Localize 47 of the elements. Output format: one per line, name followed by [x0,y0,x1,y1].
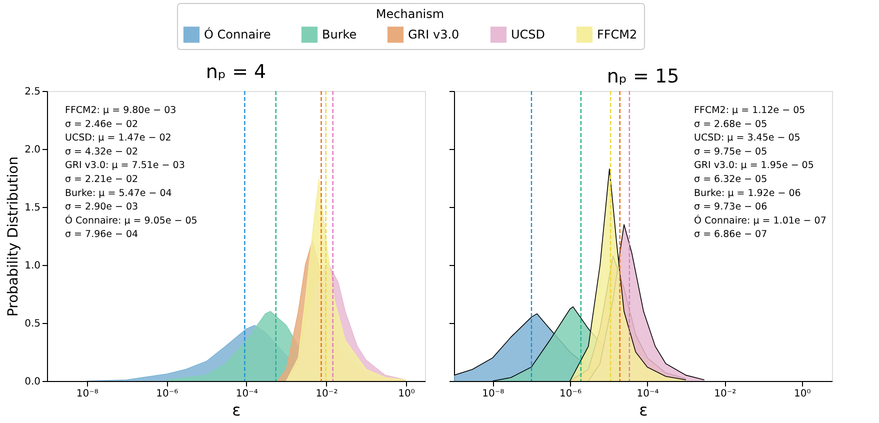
annotation: Ó Connaire: μ = 9.05e − 05 [65,214,198,226]
annotation: σ = 4.32e − 02 [65,146,138,158]
annotation: σ = 6.86e − 07 [694,229,768,240]
legend-label: UCSD [511,28,546,42]
legend-label: Burke [322,28,357,42]
annotation: FFCM2: μ = 1.12e − 05 [694,105,806,116]
annotation: UCSD: μ = 3.45e − 05 [694,132,800,144]
annotation: UCSD: μ = 1.47e − 02 [65,132,172,144]
annotation: FFCM2: μ = 9.80e − 03 [65,105,176,116]
y-axis-title: Probability Distribution [6,156,22,317]
annotation: σ = 9.75e − 05 [694,146,768,158]
x-tick-label: 10⁻⁸ [76,388,98,400]
annotation: σ = 2.90e − 03 [65,202,138,213]
x-tick-label: 10⁰ [794,388,811,400]
x-tick-label: 10⁻⁴ [236,388,258,400]
legend-label: GRI v3.0 [408,28,460,42]
annotation: GRI v3.0: μ = 1.95e − 05 [694,160,814,172]
legend-label: FFCM2 [597,28,638,42]
x-tick-label: 10⁻⁶ [156,388,178,400]
x-tick-label: 10⁰ [398,388,415,400]
legend-title: Mechanism [376,7,444,21]
y-tick-label: 1.0 [24,260,40,272]
annotation: σ = 7.96e − 04 [65,229,138,240]
annotation: σ = 2.21e − 02 [65,174,138,185]
y-tick-label: 0.5 [24,318,40,330]
x-axis-title: ε [639,400,648,420]
x-tick-label: 10⁻⁸ [482,388,504,400]
x-tick-label: 10⁻² [714,388,736,400]
annotation: GRI v3.0: μ = 7.51e − 03 [65,160,185,172]
annotation: Burke: μ = 5.47e − 04 [65,188,172,199]
annotation: σ = 9.73e − 06 [694,202,768,213]
annotation: Burke: μ = 1.92e − 06 [694,188,801,199]
annotation: σ = 6.32e − 05 [694,174,768,185]
y-tick-label: 1.5 [24,202,40,214]
x-axis-title: ε [232,400,241,420]
y-tick-label: 0.0 [24,376,40,388]
annotation: σ = 2.46e − 02 [65,118,138,130]
chart-title: nₚ = 4 [206,61,266,83]
x-tick-label: 10⁻² [316,388,338,400]
y-tick-label: 2.5 [24,86,40,98]
annotation: σ = 2.68e − 05 [694,118,768,130]
x-tick-label: 10⁻⁴ [636,388,659,400]
legend-label: Ó Connaire [204,26,271,42]
annotation: Ó Connaire: μ = 1.01e − 07 [694,214,826,226]
x-tick-label: 10⁻⁶ [559,388,582,400]
chart-title: nₚ = 15 [606,65,680,88]
y-tick-label: 2.0 [24,144,40,156]
